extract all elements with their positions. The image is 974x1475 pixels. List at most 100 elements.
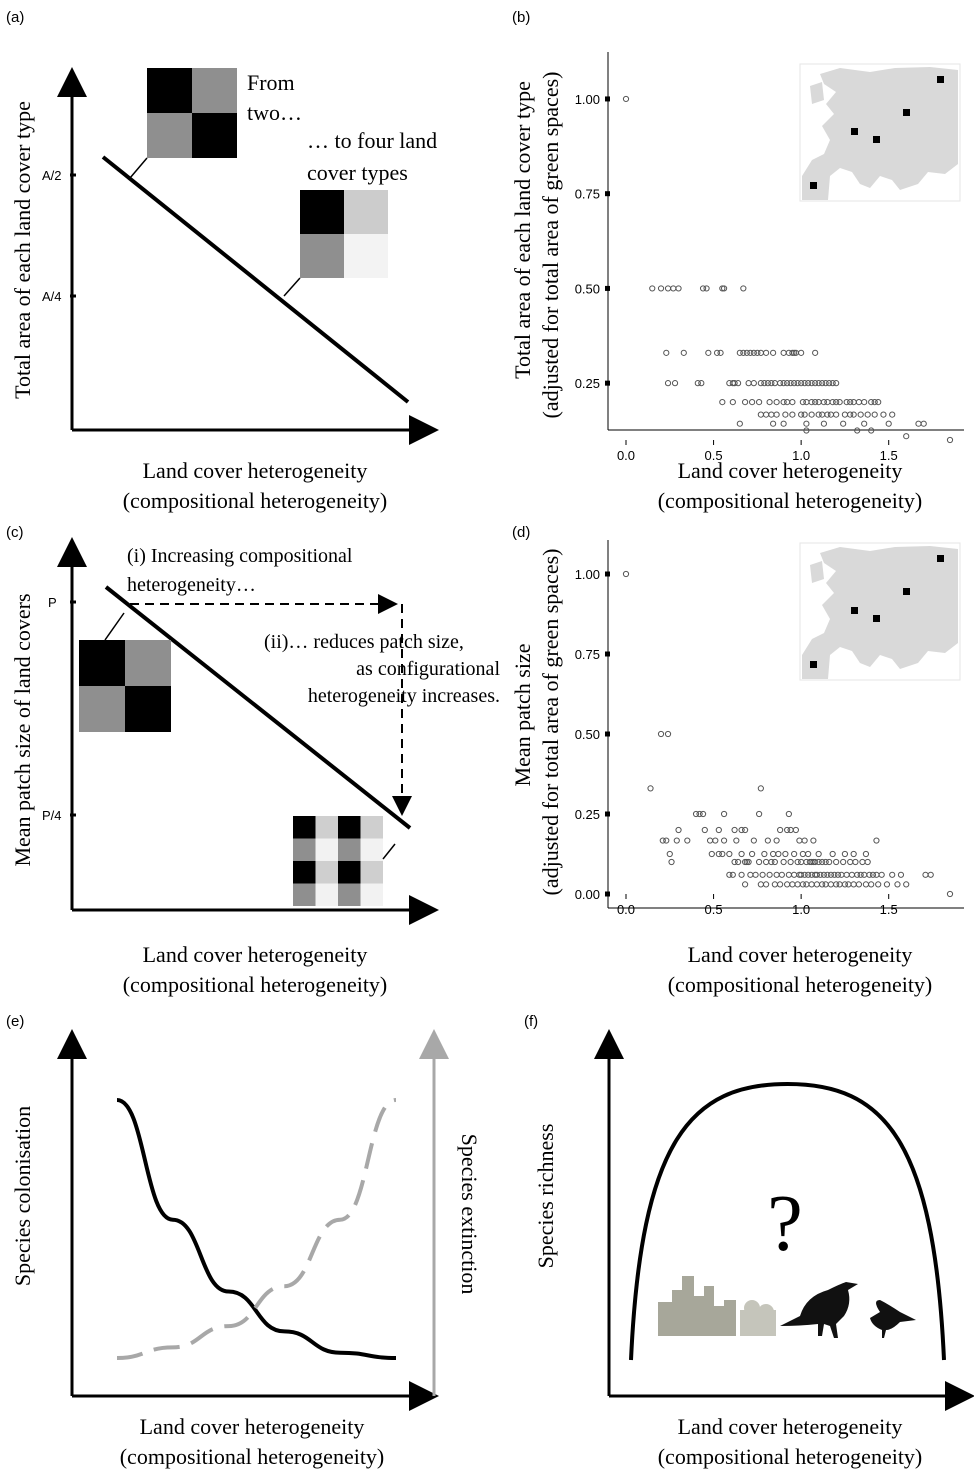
data-point bbox=[712, 837, 719, 844]
panel-b-y-label-1: Total area of each land cover type bbox=[510, 81, 535, 379]
data-point bbox=[791, 850, 798, 858]
data-point bbox=[812, 399, 819, 406]
data-point bbox=[770, 420, 777, 427]
data-point bbox=[736, 420, 743, 427]
x-tick-label: 0.5 bbox=[705, 448, 723, 463]
data-point bbox=[897, 871, 905, 878]
data-point bbox=[757, 380, 764, 387]
data-point bbox=[743, 858, 750, 866]
data-point bbox=[812, 858, 819, 866]
data-point bbox=[798, 380, 805, 387]
panel-e-colonisation-curve bbox=[116, 1098, 397, 1361]
panel-d-label: (d) bbox=[512, 524, 530, 541]
data-point bbox=[733, 837, 740, 844]
data-point bbox=[663, 837, 670, 844]
data-point bbox=[748, 399, 756, 406]
data-point bbox=[684, 837, 691, 844]
data-point bbox=[808, 380, 815, 387]
panel-b-label: (b) bbox=[512, 9, 530, 26]
data-point bbox=[885, 420, 892, 427]
data-point bbox=[738, 826, 745, 834]
data-point bbox=[777, 380, 784, 387]
data-point bbox=[782, 850, 789, 858]
data-point bbox=[766, 871, 773, 878]
data-point bbox=[740, 349, 747, 356]
panel-f-x-label-1: Land cover heterogeneity bbox=[678, 1414, 903, 1439]
grid-cell bbox=[293, 861, 316, 884]
panel-a-y-label: Total area of each land cover type bbox=[10, 101, 35, 399]
data-point bbox=[699, 810, 707, 818]
data-point bbox=[698, 380, 705, 387]
data-point bbox=[808, 881, 815, 888]
data-point bbox=[771, 858, 778, 866]
data-point bbox=[785, 871, 792, 878]
x-tick-label: 1.0 bbox=[792, 902, 810, 917]
data-point bbox=[720, 285, 728, 292]
panel-b-x-ticks: 0.0 0.5 1.0 1.5 bbox=[617, 440, 898, 463]
data-point bbox=[787, 826, 794, 834]
panel-c-label: (c) bbox=[6, 524, 24, 541]
data-point bbox=[782, 411, 789, 418]
data-point bbox=[889, 411, 896, 418]
data-point bbox=[731, 380, 738, 387]
data-point bbox=[780, 399, 787, 406]
data-point bbox=[664, 380, 672, 387]
data-point bbox=[813, 881, 820, 888]
panel-c-grid-two bbox=[79, 640, 171, 732]
data-point bbox=[694, 380, 701, 387]
data-point bbox=[738, 850, 745, 858]
data-point bbox=[773, 871, 780, 878]
data-point bbox=[720, 810, 728, 818]
data-point bbox=[946, 436, 954, 444]
data-point bbox=[798, 871, 805, 878]
data-point bbox=[803, 881, 810, 888]
data-point bbox=[803, 420, 810, 427]
panel-c-annot-ii-2: as configurational bbox=[356, 658, 500, 680]
data-point bbox=[833, 380, 840, 387]
data-point bbox=[729, 871, 736, 878]
data-point bbox=[675, 285, 682, 292]
data-point bbox=[763, 858, 770, 866]
data-point bbox=[696, 810, 703, 818]
grid-cell bbox=[338, 816, 361, 839]
panel-c-annot-ii-3: heterogeneity increases. bbox=[308, 685, 500, 707]
grid-cell bbox=[360, 861, 383, 884]
panel-e-x-label-2: (compositional heterogeneity) bbox=[120, 1444, 385, 1469]
data-point bbox=[889, 871, 896, 878]
data-point bbox=[868, 881, 875, 888]
data-point bbox=[768, 858, 775, 866]
y-tick-label: 1.00 bbox=[575, 92, 600, 107]
panel-d-y-ticks: 1.00 0.75 0.50 0.25 0.00 bbox=[575, 567, 610, 902]
data-point bbox=[773, 399, 780, 406]
data-point bbox=[875, 881, 882, 888]
data-point bbox=[820, 399, 828, 406]
data-point bbox=[861, 871, 868, 878]
data-point bbox=[833, 411, 840, 418]
data-point bbox=[671, 380, 679, 387]
grid-cell bbox=[338, 838, 361, 861]
grid-cell bbox=[315, 838, 338, 861]
data-point bbox=[756, 399, 763, 406]
x-tick-label: 1.5 bbox=[880, 448, 898, 463]
data-point bbox=[713, 349, 721, 356]
data-point bbox=[757, 411, 764, 418]
data-point bbox=[757, 349, 764, 356]
data-point bbox=[815, 850, 822, 858]
data-point bbox=[836, 399, 843, 406]
data-point bbox=[862, 850, 870, 858]
y-tick-mark bbox=[605, 811, 610, 817]
data-point bbox=[857, 411, 864, 418]
x-tick-label: 0.0 bbox=[617, 902, 635, 917]
data-point bbox=[834, 871, 842, 878]
panel-f-x-label-2: (compositional heterogeneity) bbox=[658, 1444, 923, 1469]
data-point bbox=[745, 380, 752, 387]
site-marker bbox=[810, 182, 817, 189]
panel-f-question-mark: ? bbox=[767, 1180, 803, 1268]
data-point bbox=[815, 411, 822, 418]
data-point bbox=[761, 380, 768, 387]
data-point bbox=[894, 881, 901, 888]
panel-d: (d) 1.00 0.75 0.50 0.25 0.00 0.0 0.5 1.0 1.5 Me… bbox=[510, 524, 964, 997]
data-point bbox=[864, 411, 871, 418]
data-point bbox=[766, 399, 773, 406]
